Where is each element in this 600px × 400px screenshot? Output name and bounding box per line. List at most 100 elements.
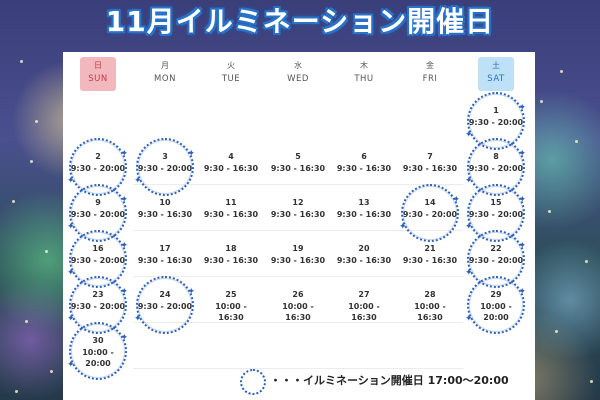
weekday-header-mon: 月 MON	[140, 57, 190, 91]
opening-hours: 9:30 - 16:30	[203, 210, 259, 219]
opening-hours: 9:30 - 20:00	[137, 164, 193, 173]
row-divider	[133, 276, 463, 277]
day-number: 11	[225, 198, 237, 207]
sparkle-light	[548, 210, 551, 213]
opening-hours: 9:30 - 16:30	[137, 210, 193, 219]
weekday-kanji: 日	[94, 61, 102, 70]
weekday-kanji: 土	[492, 61, 500, 70]
opening-hours: 9:30 - 16:30	[203, 256, 259, 265]
day-number: 7	[427, 152, 433, 161]
day-number: 30	[92, 336, 104, 345]
weekday-english: WED	[287, 74, 309, 84]
calendar-panel: 日 SUN 月 MON 火 TUE 水 WED 木 THU 金 FRI 土 SAT 1 9:30 - 20:0…	[63, 52, 535, 400]
dotted-ring-icon	[240, 369, 266, 395]
weekday-english: SAT	[487, 74, 505, 84]
opening-hours: 9:30 - 16:30	[336, 256, 392, 265]
weekday-kanji: 水	[294, 61, 302, 70]
weekday-header-fri: 金 FRI	[405, 57, 455, 91]
day-number: 21	[424, 244, 436, 253]
day-number: 5	[295, 152, 301, 161]
day-number: 16	[92, 244, 104, 253]
calendar-day: 22 9:30 - 20:00	[465, 230, 526, 288]
day-number: 1	[493, 106, 499, 115]
day-number: 20	[358, 244, 370, 253]
weekday-english: THU	[354, 74, 374, 84]
sparkle-light	[590, 380, 593, 383]
calendar-day: 11 9:30 - 16:30	[201, 190, 261, 235]
calendar-day: 17 9:30 - 16:30	[135, 236, 195, 281]
weekday-header-wed: 水 WED	[273, 57, 323, 91]
day-number: 13	[358, 198, 370, 207]
opening-hours: 10:00 - 16:30	[282, 302, 314, 322]
sparkle-light	[35, 120, 38, 123]
day-number: 23	[92, 290, 104, 299]
calendar-day: 4 9:30 - 16:30	[201, 144, 261, 189]
opening-hours: 9:30 - 16:30	[137, 256, 193, 265]
weekday-english: SUN	[88, 74, 108, 84]
weekday-kanji: 木	[360, 61, 368, 70]
calendar-day: 10 9:30 - 16:30	[135, 190, 195, 235]
sparkle-light	[45, 250, 48, 253]
calendar-day: 23 9:30 - 20:00	[67, 276, 128, 334]
opening-hours: 9:30 - 16:30	[336, 164, 392, 173]
day-number: 17	[159, 244, 171, 253]
calendar-day: 8 9:30 - 20:00	[465, 138, 526, 196]
opening-hours: 9:30 - 20:00	[70, 302, 126, 311]
opening-hours: 9:30 - 16:30	[270, 164, 326, 173]
day-number: 10	[159, 198, 171, 207]
calendar-day: 3 9:30 - 20:00	[134, 138, 195, 196]
calendar-day: 30 10:00 - 20:00	[67, 322, 128, 380]
row-divider	[133, 230, 463, 231]
calendar-day: 25 10:00 - 16:30	[201, 282, 261, 327]
day-number: 26	[292, 290, 304, 299]
calendar-day: 19 9:30 - 16:30	[268, 236, 328, 281]
sparkle-light	[50, 370, 53, 373]
opening-hours: 9:30 - 16:30	[270, 256, 326, 265]
opening-hours: 9:30 - 20:00	[70, 210, 126, 219]
calendar-day: 26 10:00 - 16:30	[268, 282, 328, 327]
sparkle-light	[560, 70, 563, 73]
day-number: 29	[490, 290, 502, 299]
sparkle-light	[555, 330, 558, 333]
calendar-day: 14 9:30 - 20:00	[399, 184, 460, 242]
day-number: 22	[490, 244, 502, 253]
calendar-day: 21 9:30 - 16:30	[400, 236, 460, 281]
calendar-day: 16 9:30 - 20:00	[67, 230, 128, 288]
legend-text: ・・・イルミネーション開催日 17:00〜20:00	[270, 374, 509, 387]
weekday-kanji: 月	[161, 61, 169, 70]
sparkle-light	[25, 320, 28, 323]
opening-hours: 9:30 - 16:30	[402, 256, 458, 265]
sparkle-light	[12, 200, 15, 203]
opening-hours: 10:00 - 20:00	[480, 302, 512, 322]
calendar-day: 5 9:30 - 16:30	[268, 144, 328, 189]
opening-hours: 10:00 - 20:00	[82, 348, 114, 368]
calendar-day: 15 9:30 - 20:00	[465, 184, 526, 242]
weekday-header-sun: 日 SUN	[80, 57, 116, 91]
day-number: 12	[292, 198, 304, 207]
calendar-day: 12 9:30 - 16:30	[268, 190, 328, 235]
weekday-kanji: 金	[426, 61, 434, 70]
calendar-day: 20 9:30 - 16:30	[334, 236, 394, 281]
sparkle-light	[575, 140, 578, 143]
sparkle-light	[585, 260, 588, 263]
day-number: 4	[228, 152, 234, 161]
opening-hours: 10:00 - 16:30	[215, 302, 247, 322]
opening-hours: 9:30 - 20:00	[70, 164, 126, 173]
weekday-english: MON	[154, 74, 176, 84]
opening-hours: 9:30 - 20:00	[468, 118, 524, 127]
calendar-day: 29 10:00 - 20:00	[465, 276, 526, 334]
calendar-day: 27 10:00 - 16:30	[334, 282, 394, 327]
calendar-day: 18 9:30 - 16:30	[201, 236, 261, 281]
calendar-day: 24 9:30 - 20:00	[134, 276, 195, 334]
day-number: 9	[95, 198, 101, 207]
opening-hours: 9:30 - 20:00	[468, 210, 524, 219]
calendar-day: 7 9:30 - 16:30	[400, 144, 460, 189]
opening-hours: 9:30 - 16:30	[402, 164, 458, 173]
row-divider	[133, 322, 463, 323]
opening-hours: 9:30 - 16:30	[203, 164, 259, 173]
day-number: 24	[159, 290, 171, 299]
sparkle-light	[20, 60, 23, 63]
day-number: 28	[424, 290, 436, 299]
day-number: 2	[95, 152, 101, 161]
row-divider	[133, 368, 463, 369]
